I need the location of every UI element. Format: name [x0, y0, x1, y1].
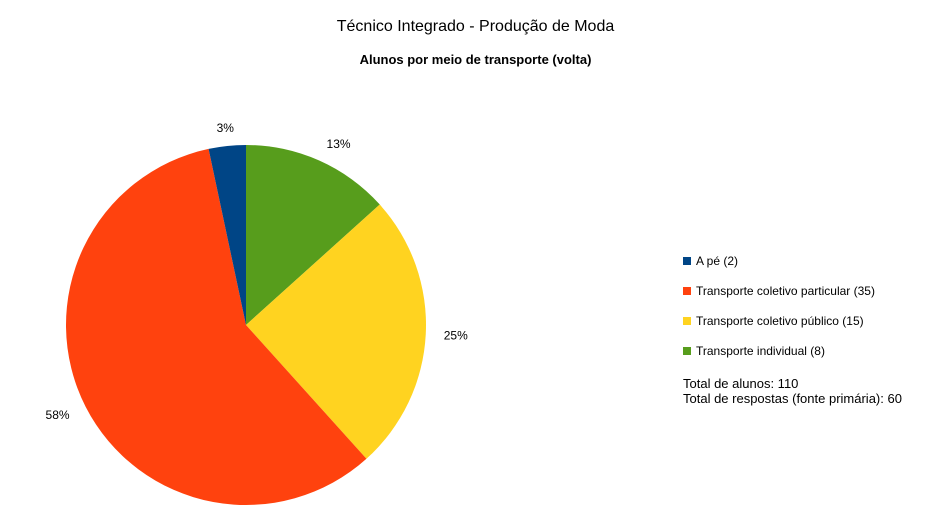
legend: A pé (2) Transporte coletivo particular … [683, 246, 875, 366]
chart-title: Técnico Integrado - Produção de Moda [336, 18, 615, 35]
legend-item-coletivo-particular: Transporte coletivo particular (35) [683, 276, 875, 306]
slice-coletivo-publico-label: 25% [444, 328, 468, 342]
legend-label: Transporte coletivo público (15) [696, 314, 864, 328]
slice-coletivo-particular-label: 58% [46, 408, 70, 422]
slice-individual-label: 13% [327, 137, 351, 151]
note-total-alunos: Total de alunos: 110 [683, 376, 799, 391]
slice-a-pe-label: 3% [217, 121, 235, 135]
legend-swatch [683, 257, 691, 265]
chart-subtitle: Alunos por meio de transporte (volta) [359, 52, 592, 67]
chart-notes: Total de alunos: 110 Total de respostas … [683, 376, 902, 406]
legend-label: Transporte individual (8) [696, 344, 825, 358]
legend-item-a-pe: A pé (2) [683, 246, 875, 276]
slice-coletivo-publico [246, 204, 427, 459]
legend-swatch [683, 347, 691, 355]
slice-individual [246, 145, 380, 325]
legend-swatch [683, 317, 691, 325]
legend-item-coletivo-publico: Transporte coletivo público (15) [683, 306, 875, 336]
legend-item-individual: Transporte individual (8) [683, 336, 875, 366]
legend-swatch [683, 287, 691, 295]
legend-label: Transporte coletivo particular (35) [696, 284, 875, 298]
slice-coletivo-particular [66, 148, 367, 506]
slice-a-pe [208, 145, 246, 325]
note-total-respostas: Total de respostas (fonte primária): 60 [683, 391, 902, 406]
legend-label: A pé (2) [696, 254, 739, 268]
